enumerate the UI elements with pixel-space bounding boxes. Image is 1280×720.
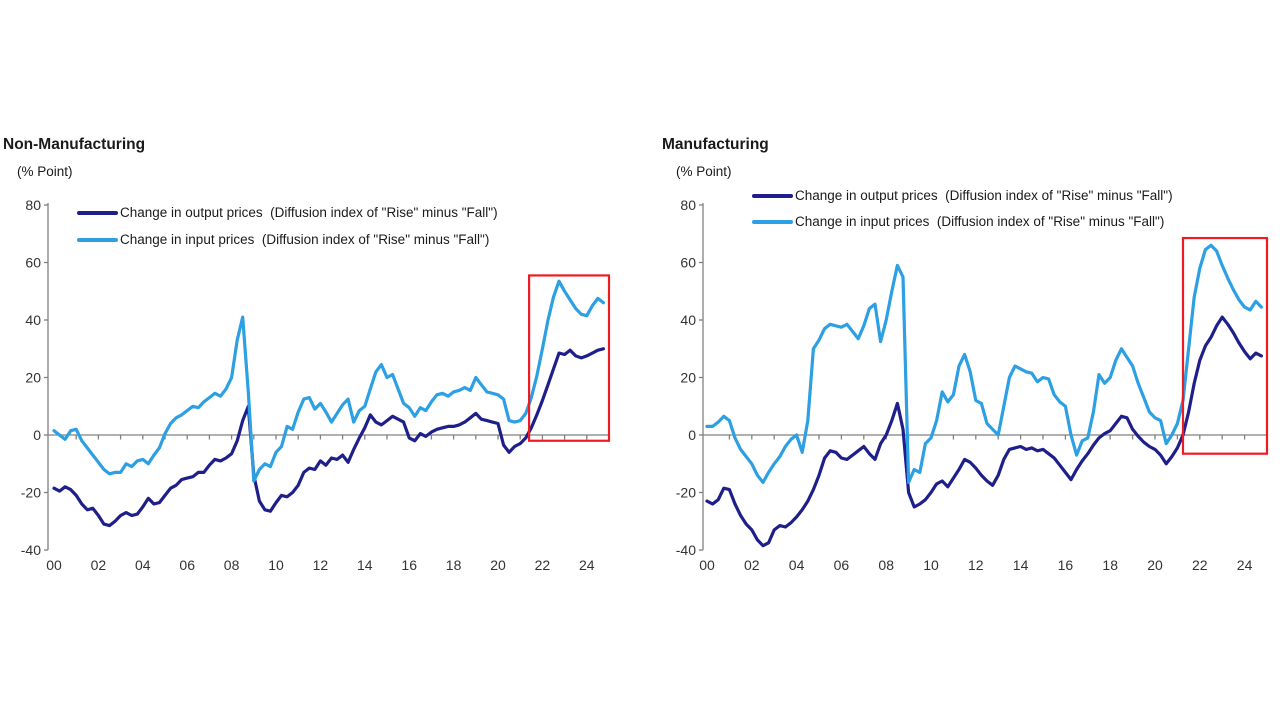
y-tick-label: 80 [25,197,41,213]
y-tick-label: 0 [688,427,696,443]
input-line-swatch-icon [77,237,118,242]
legend-item-output: Change in output prices (Diffusion index… [752,188,1173,203]
recent-period-highlight-box [1181,236,1269,455]
legend-label-input: Change in input prices (Diffusion index … [120,232,490,247]
x-tick-label: 06 [179,557,195,573]
x-tick-label: 22 [535,557,551,573]
recent-period-highlight-box [527,274,611,442]
y-tick-label: 20 [25,370,41,386]
y-tick-label: 80 [680,197,696,213]
x-tick-label: 12 [313,557,329,573]
x-tick-label: 18 [1102,557,1118,573]
y-tick-label: 40 [25,312,41,328]
x-tick-label: 18 [446,557,462,573]
legend-item-input: Change in input prices (Diffusion index … [752,214,1173,229]
output-series-line [52,347,606,528]
input-series-line [705,243,1264,484]
legend-item-output: Change in output prices (Diffusion index… [77,205,498,220]
legend-manufacturing: Change in output prices (Diffusion index… [752,188,1173,241]
y-tick-label: 40 [680,312,696,328]
y-tick-label: 0 [33,427,41,443]
output-line-swatch-icon [77,210,118,215]
chart-title-non-manufacturing: Non-Manufacturing [3,136,146,153]
x-tick-label: 06 [834,557,850,573]
y-axis-unit-label-right: (% Point) [676,164,732,179]
legend-label-output: Change in output prices (Diffusion index… [120,205,498,220]
x-tick-label: 20 [490,557,506,573]
legend-label-output: Change in output prices (Diffusion index… [795,188,1173,203]
y-tick-label: 60 [25,255,41,271]
y-tick-label: 60 [680,255,696,271]
x-tick-label: 14 [357,557,373,573]
legend-non-manufacturing: Change in output prices (Diffusion index… [77,205,498,259]
x-tick-label: 22 [1192,557,1208,573]
output-series-line [705,315,1264,548]
x-tick-label: 02 [744,557,760,573]
y-tick-label: -40 [676,542,696,558]
x-tick-label: 12 [968,557,984,573]
x-tick-label: 10 [268,557,284,573]
x-tick-label: 04 [135,557,151,573]
legend-label-input: Change in input prices (Diffusion index … [795,214,1165,229]
input-line-swatch-icon [752,219,793,224]
output-line-swatch-icon [752,193,793,198]
x-tick-label: 20 [1147,557,1163,573]
y-tick-label: -20 [676,485,696,501]
x-tick-label: 24 [1237,557,1253,573]
y-axis-unit-label-left: (% Point) [17,164,73,179]
x-tick-label: 08 [224,557,240,573]
x-tick-label: 14 [1013,557,1029,573]
x-tick-label: 04 [789,557,805,573]
x-tick-label: 10 [923,557,939,573]
x-tick-label: 00 [699,557,715,573]
x-tick-label: 16 [1058,557,1074,573]
input-series-line [52,279,606,483]
x-tick-label: 24 [579,557,595,573]
legend-item-input: Change in input prices (Diffusion index … [77,232,498,247]
x-tick-label: 02 [91,557,107,573]
y-tick-label: 20 [680,370,696,386]
y-tick-label: -20 [21,485,41,501]
y-tick-label: -40 [21,542,41,558]
chart-title-manufacturing: Manufacturing [662,136,769,153]
x-tick-label: 00 [46,557,62,573]
x-tick-label: 08 [878,557,894,573]
x-tick-label: 16 [401,557,417,573]
